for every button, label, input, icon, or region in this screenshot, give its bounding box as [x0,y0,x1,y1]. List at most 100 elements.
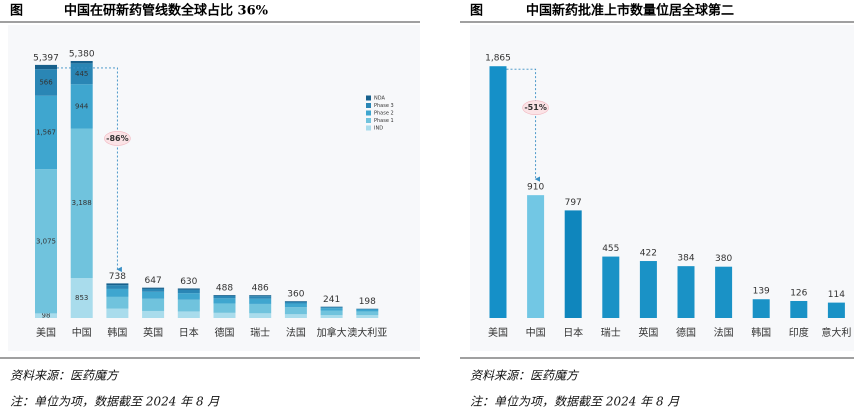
bar-segment [213,295,236,296]
bar-segment [142,287,165,289]
chart-title: 中国在研新药管线数全球占比 36% [64,3,269,19]
bar-segment [213,312,236,318]
bar-segment [284,307,307,315]
x-tick-label: 意大利 [821,326,851,339]
bar [715,266,733,318]
bar [602,256,620,318]
x-tick-label: 澳大利亚 [347,326,387,339]
bar-segment [249,303,272,314]
bar-segment [35,169,57,314]
bar-segment [106,285,129,289]
value-label: 910 [527,183,544,193]
legend-label: IND [374,126,383,132]
bar-segment [356,308,379,310]
bar-segment [142,291,165,299]
bar-segment [284,314,307,318]
total-label: 488 [216,284,233,294]
bar-segment [213,298,236,304]
bar-segment [177,299,200,312]
total-label: 647 [145,276,162,286]
bar-segment [356,309,379,312]
annotation: -51% [524,103,546,112]
bar-segment [70,84,93,129]
bar-segment [70,63,93,85]
x-tick-label: 中国 [72,326,92,339]
value-label: 422 [640,249,657,259]
segment-label: 566 [39,78,53,86]
value-label: 139 [753,287,770,297]
legend-swatch [366,125,371,131]
annotation-arrow [57,67,122,273]
figure-label: 图 [10,4,23,19]
x-tick-label: 韩国 [751,326,771,339]
x-tick-label: 韩国 [107,326,127,339]
x-tick-label: 法国 [714,326,734,339]
bar-segment [35,64,57,70]
bar [489,66,507,318]
x-tick-label: 美国 [488,326,508,339]
bar-segment [284,301,307,302]
x-tick-label: 瑞士 [250,326,270,339]
note: 注：单位为项，数据截至 2024 年 8 月 [470,395,680,409]
bar [639,261,657,318]
bar-segment [356,315,379,318]
x-tick-label: 瑞士 [601,326,621,339]
bar-segment [35,95,57,170]
bar-segment [356,311,379,316]
bar [790,300,808,318]
value-label: 126 [790,288,807,298]
bar [827,302,845,318]
chart-title: 中国新药批准上市数量位居全球第二 [526,3,734,19]
bar-segment [142,288,165,292]
bar-segment [177,288,200,290]
legend-swatch [366,118,371,123]
bar-segment [70,61,93,64]
x-tick-label: 美国 [36,326,56,339]
x-tick-label: 日本 [179,326,199,339]
bar-segment [177,289,200,294]
value-label: 797 [565,198,582,208]
x-tick-label: 英国 [638,326,658,339]
bar-segment [320,307,343,309]
total-label: 630 [180,277,197,287]
bar-segment [249,313,272,318]
segment-label: 3,188 [72,199,92,207]
legend-label: Phase 3 [374,103,394,109]
figure-label: 图 [470,4,483,19]
bar-segment [35,69,57,96]
value-label: 1,865 [485,54,511,64]
bar-segment [35,313,57,318]
bar-segment [70,128,93,278]
total-label: 360 [287,290,304,300]
x-tick-label: 德国 [215,326,235,339]
bar-segment [213,295,236,299]
source: 资料来源：医药魔方 [10,369,120,383]
total-label: 738 [109,272,126,282]
total-label: 5,397 [33,53,59,63]
segment-label: 944 [75,102,89,110]
total-label: 5,380 [69,50,95,60]
bar-segment [249,295,272,297]
annotation: -86% [106,134,128,143]
segment-label: 1,567 [36,128,56,136]
x-tick-label: 德国 [676,326,696,339]
total-label: 198 [359,297,376,307]
bar-segment [106,296,129,309]
source: 资料来源：医药魔方 [470,369,580,383]
bar-segment [284,301,307,304]
legend-swatch [366,103,371,108]
bar-segment [284,303,307,308]
x-tick-label: 法国 [286,326,306,339]
bar-segment [142,310,165,318]
bar-segment [320,315,343,318]
legend-swatch [366,110,371,116]
bar-segment [249,298,272,304]
x-tick-label: 日本 [563,326,583,339]
bar-segment [320,308,343,311]
bar-segment [70,277,93,318]
bar [564,210,582,318]
bar [752,299,770,318]
bar [677,266,695,318]
bar-segment [106,308,129,318]
